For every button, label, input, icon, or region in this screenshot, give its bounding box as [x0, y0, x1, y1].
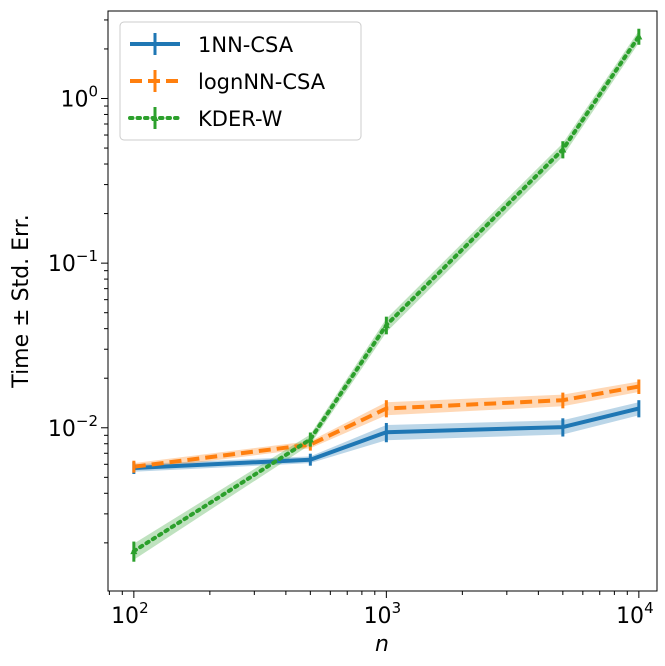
x-tick-label: 103 — [364, 599, 402, 629]
y-tick-label: 10−2 — [48, 412, 98, 442]
lognnn-csa-legend-label: lognNN-CSA — [198, 70, 326, 94]
x-tick-exponent: 2 — [139, 599, 149, 617]
1nn-csa-legend-label: 1NN-CSA — [198, 33, 294, 57]
x-tick-exponent: 4 — [644, 599, 654, 617]
y-tick-exponent: 0 — [88, 83, 98, 101]
legend-box — [119, 21, 362, 141]
kder-w-legend-label: KDER-W — [198, 107, 283, 131]
y-tick-exponent: −1 — [76, 247, 98, 265]
y-tick-label: 100 — [60, 83, 98, 113]
kder-w-point — [306, 435, 314, 443]
error-bars — [130, 28, 643, 562]
y-tick-base: 10 — [48, 252, 76, 277]
kder-w-point — [559, 145, 567, 153]
x-tick-exponent: 3 — [392, 599, 402, 617]
plot-frame — [107, 10, 658, 592]
legend: 1NN-CSA lognNN-CSA KDER-W — [119, 21, 362, 141]
x-tick-label: 102 — [111, 599, 149, 629]
y-tick-base: 10 — [48, 417, 76, 442]
kder-w-point — [635, 32, 643, 40]
kder-w-point — [130, 547, 138, 555]
y-tick-base: 10 — [60, 88, 88, 113]
x-axis-label: n — [375, 632, 389, 657]
x-tick-label: 104 — [616, 599, 654, 629]
kder-w-legend-marker — [151, 114, 159, 121]
y-tick-exponent: −2 — [76, 412, 98, 430]
y-axis-label: Time ± Std. Err. — [9, 214, 34, 388]
y-tick-label: 10−1 — [48, 247, 98, 277]
kder-w-point — [382, 321, 390, 329]
